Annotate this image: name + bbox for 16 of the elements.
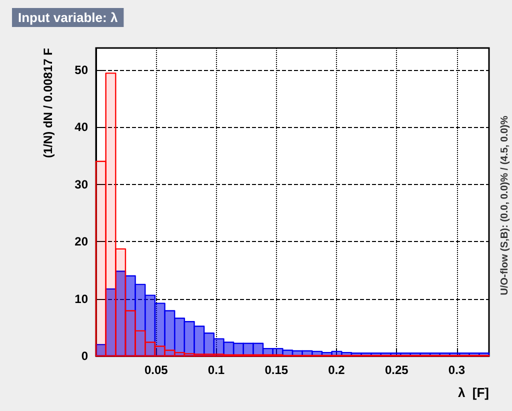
y-tick-label: 50 [74,62,88,77]
x-tick-label: 0.1 [208,363,225,377]
text: U/O-flow (S,B): (0.0, 0.0)% / (4.5, 0.0)% [500,116,510,296]
y-tick-label: 20 [74,234,88,248]
x-tick-label: 0.25 [384,363,409,377]
x-tick-label: 0.2 [328,363,346,377]
x-axis-title: λ [F] [458,385,489,400]
y-tick-label: 30 [74,177,88,192]
y-tick-label: 40 [74,120,88,134]
y-axis-title: (1/N) dN / 0.00817 F [41,48,55,158]
y-tick-label: 0 [81,349,88,363]
x-tick-label: 0.05 [144,363,168,377]
chart-title: Input variable: λ [18,10,118,25]
x-tick-label: 0.3 [448,363,466,377]
y-tick-label: 10 [74,292,88,306]
x-tick-label: 0.15 [264,363,288,377]
